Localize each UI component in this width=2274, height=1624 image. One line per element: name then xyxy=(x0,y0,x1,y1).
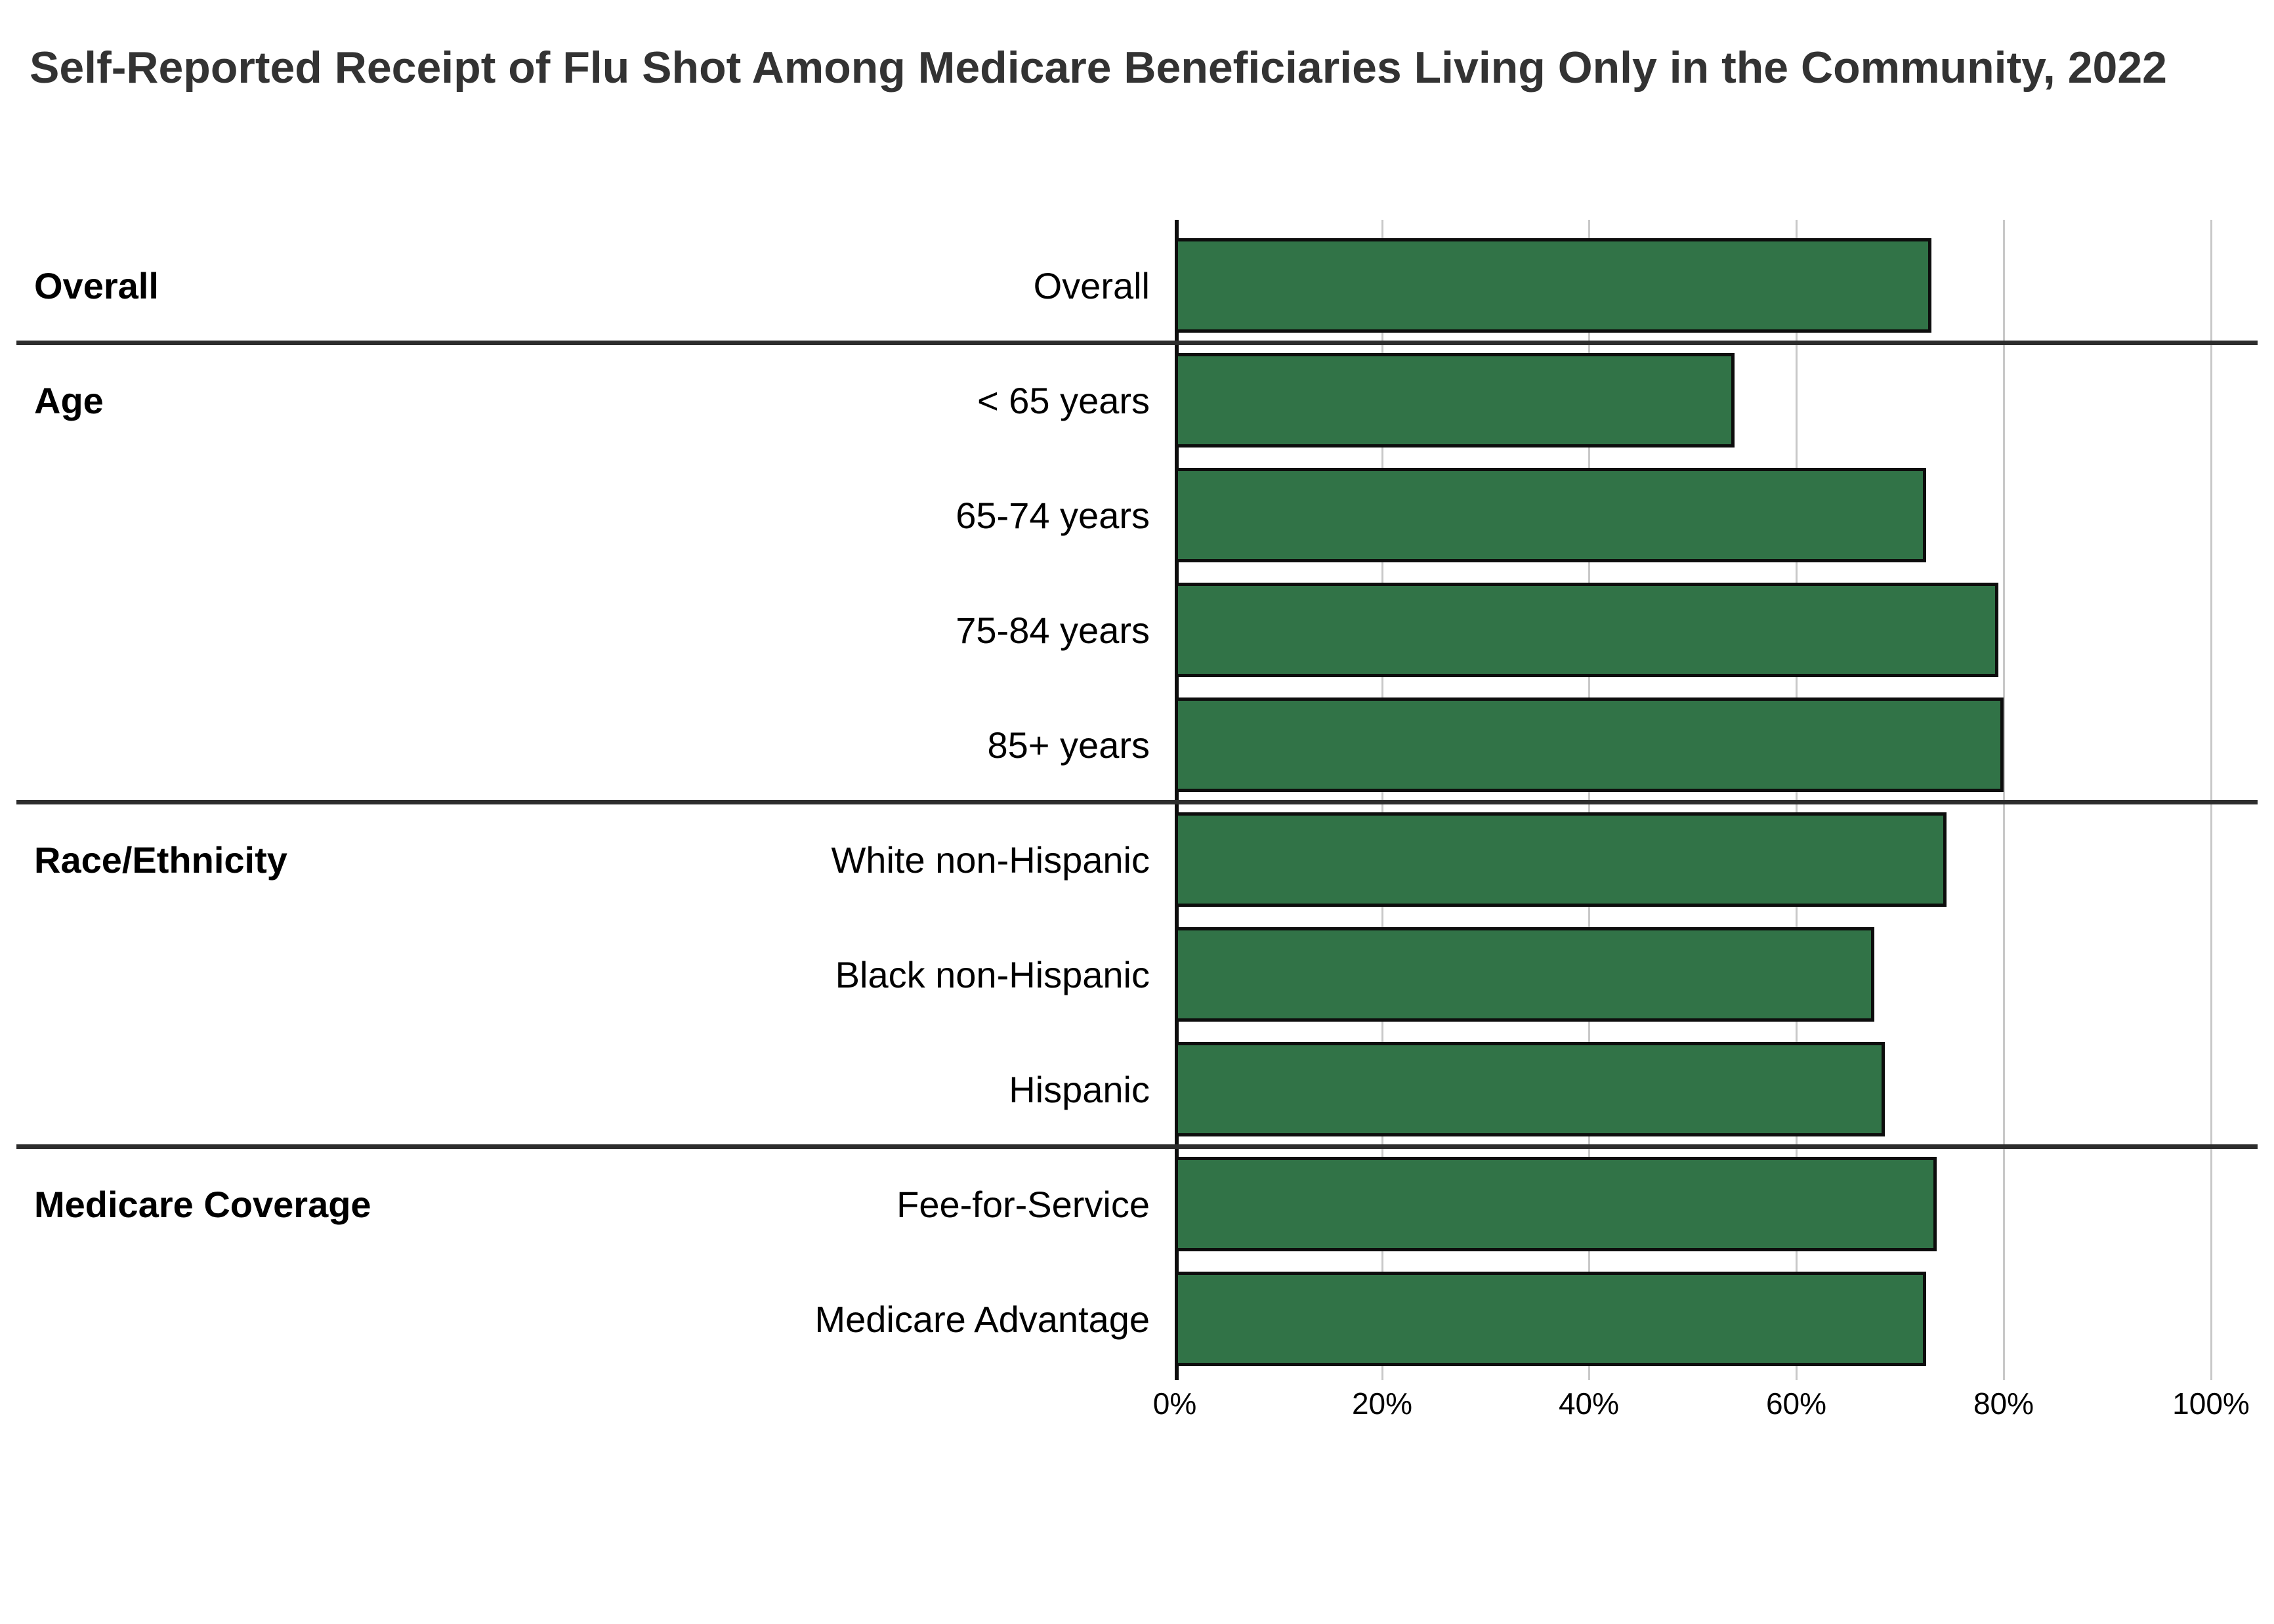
category-label: Overall xyxy=(1033,264,1150,306)
row-under-65: Age < 65 years xyxy=(0,353,2274,448)
x-tick-80: 80% xyxy=(1973,1386,2034,1421)
bar-65-74 xyxy=(1175,468,1926,562)
row-85-plus: 85+ years xyxy=(0,697,2274,792)
row-white-non-hispanic: Race/Ethnicity White non-Hispanic xyxy=(0,812,2274,907)
category-label: White non-Hispanic xyxy=(831,839,1150,881)
row-75-84: 75-84 years xyxy=(0,583,2274,677)
bar-75-84 xyxy=(1175,583,1998,677)
group-label-medicare-coverage: Medicare Coverage xyxy=(34,1183,371,1225)
row-hispanic: Hispanic xyxy=(0,1042,2274,1136)
section-divider-race-coverage xyxy=(16,1144,2258,1149)
x-tick-40: 40% xyxy=(1558,1386,1620,1421)
x-tick-100: 100% xyxy=(2172,1386,2250,1421)
row-overall: Overall Overall xyxy=(0,238,2274,333)
bar-85-plus xyxy=(1175,697,2004,792)
group-label-age: Age xyxy=(34,379,104,421)
x-tick-0: 0% xyxy=(1152,1386,1197,1421)
bar-hispanic xyxy=(1175,1042,1885,1136)
section-divider-age-race xyxy=(16,800,2258,804)
x-tick-60: 60% xyxy=(1765,1386,1827,1421)
category-label: 65-74 years xyxy=(956,494,1150,536)
bar-under-65 xyxy=(1175,353,1735,448)
chart-title: Self-Reported Receipt of Flu Shot Among … xyxy=(30,43,2167,93)
bar-medicare-advantage xyxy=(1175,1272,1926,1366)
group-label-overall: Overall xyxy=(34,264,159,306)
bar-overall xyxy=(1175,238,1931,333)
row-medicare-advantage: Medicare Advantage xyxy=(0,1272,2274,1366)
section-divider-overall-age xyxy=(16,341,2258,345)
category-label: 85+ years xyxy=(987,724,1150,766)
category-label: Medicare Advantage xyxy=(814,1298,1150,1340)
bar-fee-for-service xyxy=(1175,1157,1937,1251)
category-label: Black non-Hispanic xyxy=(835,953,1150,995)
category-label: Hispanic xyxy=(1009,1068,1150,1110)
row-fee-for-service: Medicare Coverage Fee-for-Service xyxy=(0,1157,2274,1251)
group-label-race-ethnicity: Race/Ethnicity xyxy=(34,839,287,881)
category-label: < 65 years xyxy=(977,379,1150,421)
x-tick-20: 20% xyxy=(1351,1386,1413,1421)
bar-black-non-hispanic xyxy=(1175,927,1874,1022)
bar-white-non-hispanic xyxy=(1175,812,1947,907)
row-65-74: 65-74 years xyxy=(0,468,2274,562)
row-black-non-hispanic: Black non-Hispanic xyxy=(0,927,2274,1022)
category-label: Fee-for-Service xyxy=(896,1183,1150,1225)
category-label: 75-84 years xyxy=(956,609,1150,651)
